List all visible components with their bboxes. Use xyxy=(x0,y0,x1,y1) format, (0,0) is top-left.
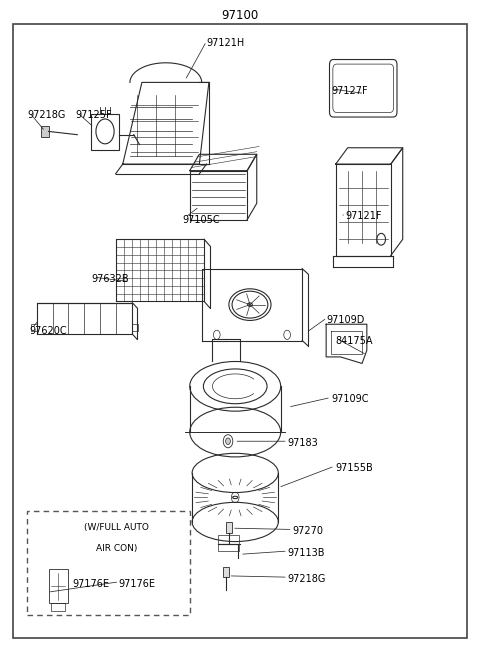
Text: 97121F: 97121F xyxy=(345,212,382,221)
Circle shape xyxy=(226,438,230,445)
Text: 97270: 97270 xyxy=(293,527,324,536)
Text: 97632B: 97632B xyxy=(92,274,129,284)
Text: 97109C: 97109C xyxy=(331,394,369,404)
Text: 97121H: 97121H xyxy=(206,38,245,48)
Bar xyxy=(217,534,239,551)
Text: 97109D: 97109D xyxy=(326,314,364,325)
Text: 97218G: 97218G xyxy=(27,110,65,120)
Text: 97125F: 97125F xyxy=(75,110,111,120)
Bar xyxy=(27,510,190,615)
Bar xyxy=(132,324,138,331)
Text: 97183: 97183 xyxy=(288,438,319,448)
Text: 97620C: 97620C xyxy=(29,326,67,336)
Bar xyxy=(91,114,120,150)
Text: 84175A: 84175A xyxy=(336,335,373,346)
Bar xyxy=(226,521,232,533)
Bar xyxy=(31,324,36,331)
Bar xyxy=(41,126,48,137)
Text: 97100: 97100 xyxy=(221,9,259,22)
Text: (W/FULL AUTO: (W/FULL AUTO xyxy=(84,523,149,532)
Text: AIR CON): AIR CON) xyxy=(96,544,137,553)
Text: 97218G: 97218G xyxy=(288,574,326,584)
Bar xyxy=(223,567,229,577)
Text: 97105C: 97105C xyxy=(182,215,220,225)
Text: 97113B: 97113B xyxy=(288,548,325,558)
Text: 97176E: 97176E xyxy=(118,579,155,589)
Text: 97155B: 97155B xyxy=(336,463,373,473)
Bar xyxy=(48,569,68,603)
Text: 97176E: 97176E xyxy=(72,579,109,589)
Bar xyxy=(51,603,65,611)
Text: 97127F: 97127F xyxy=(331,86,368,96)
